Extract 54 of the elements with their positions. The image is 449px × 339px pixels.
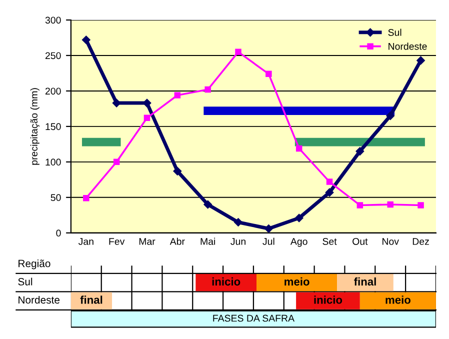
point bbox=[174, 92, 181, 98]
point bbox=[144, 114, 150, 122]
legend-label: Nordeste bbox=[388, 42, 427, 50]
x-tick-label: Jan bbox=[78, 238, 94, 245]
legend-label: Sul bbox=[388, 28, 402, 36]
point bbox=[113, 158, 120, 166]
text: FASES DA SAFRA bbox=[213, 314, 295, 322]
point bbox=[204, 86, 211, 93]
point bbox=[418, 202, 424, 208]
point bbox=[234, 218, 242, 226]
point bbox=[325, 188, 334, 197]
x-tick-label: Jul bbox=[262, 238, 274, 245]
point bbox=[204, 200, 212, 209]
text: final bbox=[80, 296, 102, 304]
point bbox=[386, 112, 394, 120]
x-tick-label: Abr bbox=[170, 238, 185, 245]
y-tick-label: 250 bbox=[45, 52, 61, 60]
x-tick-label: Mar bbox=[139, 238, 156, 245]
point bbox=[82, 36, 90, 44]
point bbox=[294, 214, 304, 222]
point bbox=[235, 48, 242, 56]
point bbox=[387, 201, 394, 208]
y-tick-label: 100 bbox=[46, 158, 61, 166]
x-tick-label: Fev bbox=[109, 238, 125, 245]
x-tick-label: Out bbox=[352, 238, 368, 245]
text: Nordeste bbox=[18, 296, 60, 304]
y-tick-label: 50 bbox=[50, 194, 61, 202]
text: final bbox=[354, 277, 376, 286]
point bbox=[266, 70, 272, 78]
x-tick-label: Set bbox=[322, 238, 337, 245]
point bbox=[416, 56, 425, 65]
x-tick-label: Nov bbox=[382, 238, 399, 245]
point bbox=[356, 202, 364, 208]
point bbox=[173, 167, 182, 176]
point bbox=[296, 145, 302, 152]
text: inicio bbox=[314, 296, 342, 304]
text: Sul bbox=[18, 278, 32, 286]
point bbox=[83, 194, 90, 202]
y-tick-label: 150 bbox=[46, 123, 61, 130]
x-tick-label: Mai bbox=[200, 238, 216, 245]
text: inicio bbox=[212, 277, 240, 286]
y-axis-title: precipitação (mm) bbox=[30, 88, 40, 165]
y-tick-label: 300 bbox=[45, 16, 61, 24]
point bbox=[264, 224, 273, 233]
x-tick-label: Jun bbox=[230, 238, 246, 245]
y-tick-label: 200 bbox=[45, 88, 61, 95]
point bbox=[356, 147, 364, 156]
x-tick-label: Ago bbox=[290, 238, 308, 247]
text: meio bbox=[284, 277, 310, 286]
point bbox=[326, 178, 333, 185]
text: meio bbox=[386, 296, 410, 304]
y-tick-label: 0 bbox=[56, 230, 61, 237]
x-tick-label: Dez bbox=[412, 238, 429, 245]
text: Região bbox=[18, 260, 50, 270]
